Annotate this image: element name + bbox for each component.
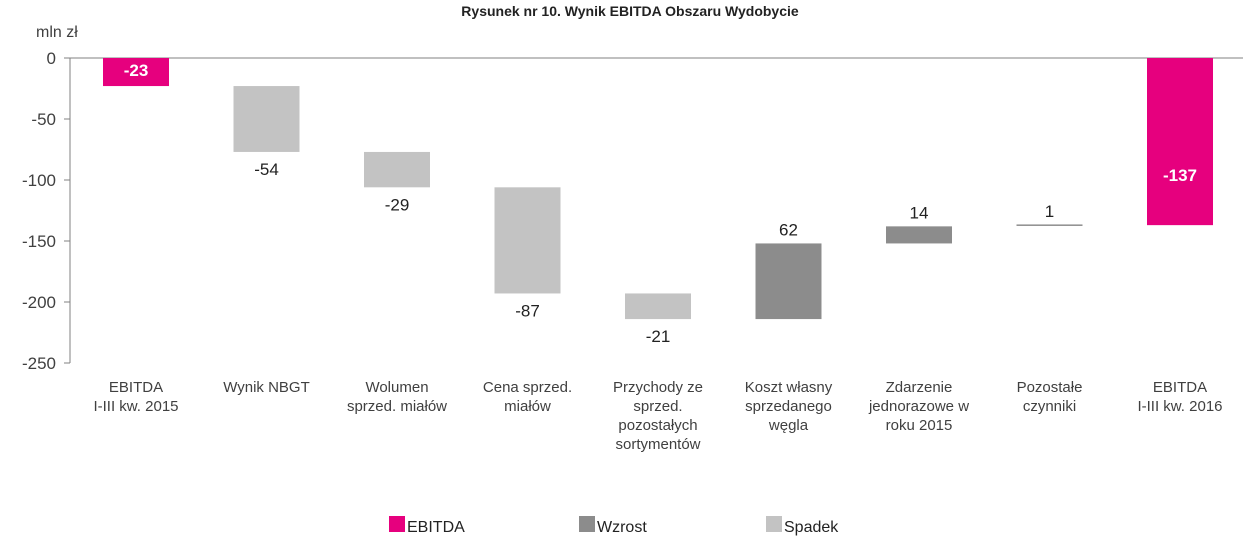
- data-label: -87: [515, 301, 540, 320]
- y-tick-label: -200: [22, 293, 56, 312]
- bars: [103, 58, 1213, 320]
- bar-increase: [755, 243, 822, 320]
- y-tick-label: -50: [31, 110, 56, 129]
- y-tick-label: -250: [22, 354, 56, 373]
- unit-label: mln zł: [36, 24, 78, 41]
- chart-title: Rysunek nr 10. Wynik EBITDA Obszaru Wydo…: [461, 3, 799, 19]
- legend-label: Wzrost: [597, 519, 647, 536]
- data-label: -137: [1163, 166, 1197, 185]
- category-label: Zdarzenie jednorazowe w roku 2015: [868, 379, 969, 434]
- y-tick-label: -100: [22, 171, 56, 190]
- bar-increase: [886, 226, 952, 244]
- data-labels: -23 -54 -29 -87 -21 62 14 1 -137: [124, 61, 1197, 346]
- legend-item-total: EBITDA: [389, 516, 465, 536]
- bar-decrease: [494, 187, 561, 294]
- y-tick-label: -150: [22, 232, 56, 251]
- category-label: Cena sprzed. miałów: [483, 379, 572, 415]
- category-label: Wolumen sprzed. miałów: [347, 379, 447, 415]
- category-label: Pozostałe czynniki: [1017, 379, 1083, 415]
- category-label: Przychody ze sprzed. pozostałych sortymentó…: [613, 379, 703, 453]
- y-tick-label: 0: [47, 49, 56, 68]
- legend: EBITDA Wzrost Spadek: [389, 516, 839, 536]
- data-label: -54: [254, 160, 279, 179]
- legend-swatch: [579, 516, 595, 532]
- data-label: -29: [385, 195, 410, 214]
- data-label: 1: [1045, 202, 1054, 221]
- category-label: Wynik NBGT: [223, 379, 310, 396]
- legend-label: Spadek: [784, 519, 839, 536]
- bar-total: [103, 58, 169, 87]
- legend-label: EBITDA: [407, 519, 465, 536]
- data-label: -23: [124, 61, 149, 80]
- bar-decrease: [364, 151, 430, 188]
- category-label: Koszt własny sprzedanego węgla: [745, 379, 833, 434]
- bar-decrease: [233, 86, 300, 152]
- category-labels: EBITDA I-III kw. 2015 Wynik NBGT Wolumen spr…: [93, 379, 1222, 453]
- legend-item-decrease: Spadek: [766, 516, 839, 536]
- legend-item-increase: Wzrost: [579, 516, 647, 536]
- bar-decrease: [625, 293, 691, 320]
- bar-total: [1147, 58, 1213, 226]
- y-axis: 0 -50 -100 -150 -200 -250: [22, 49, 1243, 373]
- category-label: EBITDA I-III kw. 2016: [1137, 379, 1222, 415]
- data-label: 14: [910, 203, 929, 222]
- category-label: EBITDA I-III kw. 2015: [93, 379, 178, 415]
- data-label: -21: [646, 327, 671, 346]
- legend-swatch: [766, 516, 782, 532]
- data-label: 62: [779, 220, 798, 239]
- legend-swatch: [389, 516, 405, 532]
